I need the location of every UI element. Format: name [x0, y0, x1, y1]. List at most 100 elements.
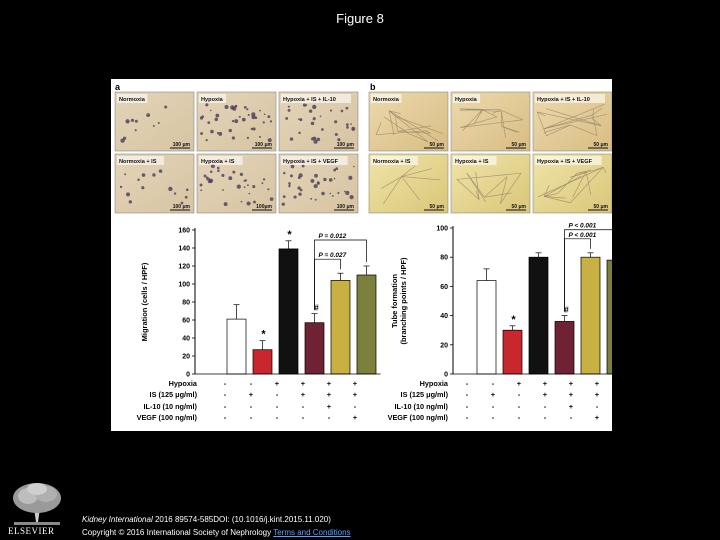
migrated-cell	[337, 138, 341, 142]
migrated-cell	[313, 184, 318, 189]
tube-segment	[460, 119, 523, 128]
p-value-label: P < 0.001	[569, 232, 597, 239]
bar-5	[606, 259, 612, 375]
migrated-cell	[209, 109, 212, 112]
migrated-cell	[239, 172, 244, 177]
scale-bar-label: 50 μm	[594, 142, 609, 148]
micrograph-label-bg	[453, 94, 481, 103]
migrated-cell	[200, 132, 204, 135]
condition-sign: -	[302, 402, 305, 411]
tube-segment	[408, 133, 428, 143]
condition-sign: +	[353, 379, 358, 388]
migrated-cell	[289, 174, 293, 178]
migrated-cell	[345, 190, 350, 195]
micrograph-panel_b-5: Hypoxia + IS + VEGF 50 μm	[532, 153, 612, 214]
terms-link[interactable]: Terms and Conditions	[273, 528, 351, 537]
micrograph-label-bg	[453, 156, 497, 165]
panel-b-letter: b	[370, 82, 376, 92]
condition-sign: -	[518, 413, 521, 422]
migrated-cell	[228, 176, 233, 181]
migrated-cell	[240, 200, 243, 203]
migrated-cell	[298, 131, 301, 135]
migrated-cell	[146, 113, 151, 117]
tube-segment	[375, 122, 382, 135]
migrated-cell	[251, 115, 256, 120]
condition-label: VEGF (100 ng/ml)	[388, 413, 449, 422]
tube-segment	[570, 166, 604, 178]
tube-segment	[543, 124, 571, 133]
tube-segment	[499, 176, 508, 204]
scale-bar-label: 50 μm	[430, 204, 445, 210]
migrated-cell	[293, 195, 297, 199]
migrated-cell	[180, 201, 184, 205]
condition-sign: +	[301, 379, 306, 388]
y-tick-label: 0	[186, 372, 190, 379]
migrated-cell	[231, 119, 235, 123]
tube-segment	[543, 103, 605, 130]
migrated-cell	[323, 177, 327, 182]
tube-segment	[501, 111, 506, 139]
condition-sign: +	[595, 390, 600, 399]
condition-sign: -	[492, 379, 495, 388]
migrated-cell	[283, 171, 286, 175]
migrated-cell	[158, 169, 163, 173]
migrated-cell	[310, 197, 313, 200]
condition-sign: +	[569, 379, 574, 388]
migrated-cell	[208, 177, 210, 180]
scale-bar-label: 50 μm	[512, 142, 527, 148]
condition-sign: +	[327, 402, 332, 411]
y-tick-label: 80	[182, 300, 190, 307]
y-tick-label: 0	[444, 372, 448, 379]
migrated-cell	[186, 188, 189, 192]
micrograph-label: Hypoxia + IS + VEGF	[537, 159, 593, 165]
tube-segment	[590, 117, 602, 126]
elsevier-tree-logo-icon	[6, 478, 68, 536]
migrated-cell	[321, 128, 324, 131]
condition-sign: -	[354, 402, 357, 411]
migrated-cell	[128, 200, 132, 204]
micrograph-label: Normoxia + IS	[373, 159, 411, 165]
migrated-cell	[290, 164, 295, 169]
y-axis-label: Tube formation(branching points / HPF)	[390, 257, 408, 345]
condition-sign: +	[491, 390, 496, 399]
tube-segment	[570, 124, 598, 136]
micrograph-label: Normoxia	[119, 97, 146, 103]
migrated-cell	[269, 197, 274, 201]
migrated-cell	[259, 109, 261, 112]
migrated-cell	[346, 126, 349, 129]
bar-2	[528, 256, 549, 375]
tube-segment	[577, 170, 587, 174]
migrated-cell	[258, 135, 261, 138]
tube-segment	[499, 109, 523, 121]
tube-segment	[389, 110, 396, 117]
tube-segment	[389, 110, 439, 142]
migrated-cell	[299, 118, 303, 122]
migrated-cell	[224, 104, 229, 110]
migrated-cell	[316, 137, 321, 142]
migrated-cell	[333, 177, 336, 180]
migrated-cell	[298, 173, 303, 178]
tube-segment	[570, 169, 591, 178]
condition-sign: -	[518, 402, 521, 411]
tube-segment	[401, 176, 420, 201]
micrograph-label: Normoxia + IS	[119, 159, 157, 165]
migrated-cell	[184, 195, 188, 199]
condition-sign: +	[327, 379, 332, 388]
migrated-cell	[152, 124, 155, 127]
condition-sign: -	[466, 379, 469, 388]
migrated-cell	[246, 136, 250, 140]
migrated-cell	[206, 178, 209, 181]
bar-0	[226, 318, 247, 375]
condition-label: IS (125 μg/ml)	[150, 390, 198, 399]
condition-sign: -	[492, 402, 495, 411]
condition-table-0: Hypoxia - - + + + + IS (125 μg/ml) - + - + + + IL-10 (…	[137, 379, 358, 422]
migrated-cell	[340, 109, 344, 113]
migrated-cell	[137, 178, 140, 182]
y-tick-label: 60	[440, 284, 448, 291]
condition-sign: +	[595, 413, 600, 422]
migrated-cell	[348, 175, 353, 180]
migrated-cell	[313, 139, 318, 144]
condition-sign: +	[595, 379, 600, 388]
y-tick-label: 100	[178, 282, 190, 289]
